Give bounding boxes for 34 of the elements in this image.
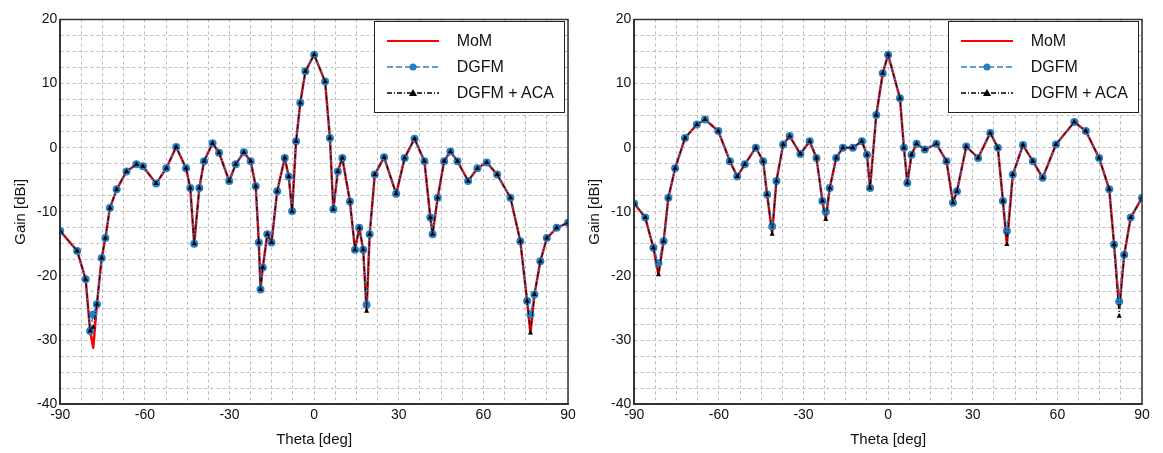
legend-label: MoM — [1030, 32, 1067, 51]
legend-label: DGFM + ACA — [456, 84, 554, 103]
x-axis-title: Theta [deg] — [276, 430, 353, 448]
legend-label: DGFM — [456, 58, 504, 77]
y-axis-title: Gain [dBi] — [11, 178, 29, 245]
y-tick-label: 20 — [615, 10, 632, 27]
x-tick-label: 0 — [884, 406, 893, 423]
y-tick-label: -20 — [37, 266, 58, 283]
y-tick-label: -30 — [37, 330, 58, 347]
x-tick-label: 30 — [390, 406, 407, 423]
y-tick-label: -10 — [611, 202, 632, 219]
y-tick-label: -30 — [611, 330, 632, 347]
y-tick-label: 20 — [41, 10, 58, 27]
x-tick-label: 30 — [964, 406, 981, 423]
x-tick-label: -30 — [219, 406, 240, 423]
legend-label: DGFM + ACA — [1030, 84, 1128, 103]
x-tick-label: -30 — [793, 406, 814, 423]
x-tick-label: 90 — [1134, 406, 1150, 423]
y-tick-label: 0 — [623, 138, 632, 155]
x-tick-label: 60 — [475, 406, 492, 423]
y-axis-title: Gain [dBi] — [585, 178, 603, 245]
legend-label: DGFM — [1030, 58, 1078, 77]
y-tick-label: 10 — [41, 74, 58, 91]
y-tick-label: -20 — [611, 266, 632, 283]
legend-label: MoM — [456, 32, 493, 51]
y-tick-label: 10 — [615, 74, 632, 91]
x-tick-label: -60 — [708, 406, 730, 423]
x-axis-title: Theta [deg] — [850, 430, 927, 448]
x-tick-label: -60 — [134, 406, 156, 423]
y-tick-label: 0 — [49, 138, 58, 155]
x-tick-label: 0 — [310, 406, 319, 423]
y-tick-label: -10 — [37, 202, 58, 219]
x-tick-label: 90 — [560, 406, 576, 423]
x-tick-label: 60 — [1049, 406, 1066, 423]
